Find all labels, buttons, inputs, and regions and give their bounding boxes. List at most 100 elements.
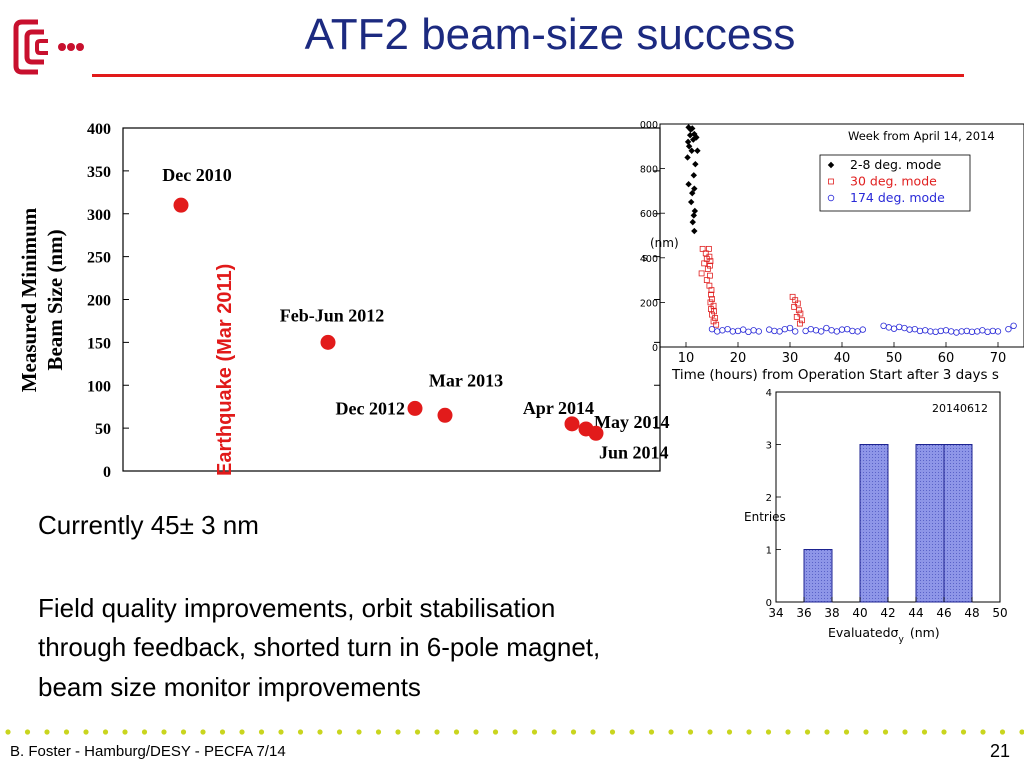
scatter-point — [705, 245, 712, 252]
scatter-point — [702, 250, 709, 257]
x-tick-label: 50 — [992, 606, 1007, 620]
divider-dot — [785, 729, 791, 735]
scatter-point — [994, 328, 1002, 335]
y-tick-label: 600 — [640, 209, 658, 220]
scatter-point — [1005, 325, 1012, 333]
histogram-bar — [915, 444, 945, 603]
divider-dot — [24, 729, 31, 735]
x-tick-label: 46 — [936, 606, 951, 620]
divider-dot — [63, 729, 70, 735]
improvements-line-3: beam size monitor improvements — [38, 672, 421, 702]
scatter-point — [698, 270, 705, 277]
y-tick-label: 50 — [95, 421, 111, 438]
x-tick-label: 38 — [824, 606, 839, 620]
scatter-point — [786, 324, 794, 332]
scatter-point — [704, 266, 711, 272]
histogram-x-label-text: Evaluated — [828, 625, 891, 640]
legend-entry: 174 deg. mode — [850, 190, 945, 205]
scatter-point — [691, 227, 698, 235]
y-tick-label: 3 — [766, 441, 772, 452]
x-tick-label: 30 — [782, 351, 799, 366]
scatter-point — [709, 296, 715, 302]
data-point — [588, 425, 604, 441]
y-tick-label: 100 — [87, 378, 111, 395]
divider-dot — [395, 729, 401, 735]
y-tick-label: 200 — [640, 298, 658, 309]
scatter-point — [927, 328, 934, 335]
data-point — [173, 197, 189, 213]
y-tick-label: 200 — [87, 293, 111, 310]
scatter-point — [729, 328, 736, 335]
scatter-point — [709, 311, 715, 318]
divider-dot — [590, 729, 596, 735]
scatter-point — [890, 325, 898, 332]
scatter-point — [707, 262, 713, 269]
divider-dot — [824, 729, 830, 735]
scatter-point — [689, 189, 696, 197]
scatter-point — [984, 328, 991, 336]
scatter-point — [713, 321, 720, 328]
scatter-point — [781, 325, 788, 333]
x-tick-label: 50 — [886, 351, 903, 366]
scatter-point — [1010, 322, 1017, 330]
scatter-point — [684, 154, 691, 161]
data-point-label: Feb-Jun 2012 — [280, 305, 385, 325]
divider-dot — [297, 729, 304, 735]
slide-title: ATF2 beam-size success — [304, 10, 796, 59]
histogram-x-label-unit: (nm) — [910, 625, 940, 640]
scatter-point — [922, 327, 929, 334]
divider-dot — [375, 729, 382, 735]
scatter-point — [692, 160, 699, 168]
scatter-point — [901, 324, 908, 332]
scatter-point — [689, 218, 696, 226]
divider-dot — [570, 729, 577, 735]
scatter-point — [734, 327, 742, 335]
divider-dot — [863, 729, 869, 735]
divider-dot — [180, 729, 187, 735]
x-tick-label: 40 — [834, 351, 851, 366]
scatter-point — [699, 245, 706, 252]
divider-dot — [317, 729, 323, 735]
scatter-point — [833, 328, 840, 335]
divider-dot — [921, 729, 928, 735]
divider-dot — [473, 729, 479, 735]
scatter-point — [691, 207, 699, 215]
x-tick-label: 10 — [678, 351, 695, 366]
scatter-point — [794, 300, 801, 307]
y-axis-label-line2: Beam Size (nm) — [43, 229, 67, 370]
scatter-point — [712, 315, 719, 321]
data-point-label: Apr 2014 — [523, 398, 594, 418]
scatter-point — [828, 327, 835, 334]
y-axis-label-line1: Measured Minimum — [17, 207, 41, 392]
scatter-point — [707, 272, 713, 279]
histogram-bar — [803, 549, 833, 603]
scatter-point — [719, 327, 726, 334]
x-tick-label: 20 — [730, 351, 747, 366]
scatter-point — [812, 327, 820, 334]
divider-dot — [278, 729, 284, 735]
divider-dot — [83, 729, 89, 735]
scatter-point — [724, 325, 731, 333]
divider-dot — [44, 729, 50, 735]
scatter-point — [843, 325, 851, 333]
divider-dot — [999, 729, 1006, 735]
scatter-point — [799, 317, 805, 324]
beam-size-history-chart: 0 50 100 150 200 250 300 350 400 Measured Minimu… — [17, 121, 670, 480]
scatter-point — [807, 325, 814, 333]
y-tick-label: 0 — [103, 464, 111, 480]
scatter-point — [974, 328, 981, 335]
histogram-y-label: Entries — [744, 510, 786, 524]
page-number: 21 — [989, 741, 1010, 761]
title-underline — [92, 74, 964, 77]
scatter-point — [838, 326, 846, 333]
scatter-point — [859, 326, 866, 333]
data-point — [320, 334, 336, 350]
divider-dot — [141, 729, 148, 735]
scatter-point — [849, 327, 856, 335]
legend-entry: 30 deg. mode — [850, 174, 937, 189]
scatter-point — [690, 212, 697, 219]
divider-dot — [512, 729, 518, 735]
x-tick-label: 42 — [880, 606, 895, 620]
divider-dot — [356, 729, 362, 735]
